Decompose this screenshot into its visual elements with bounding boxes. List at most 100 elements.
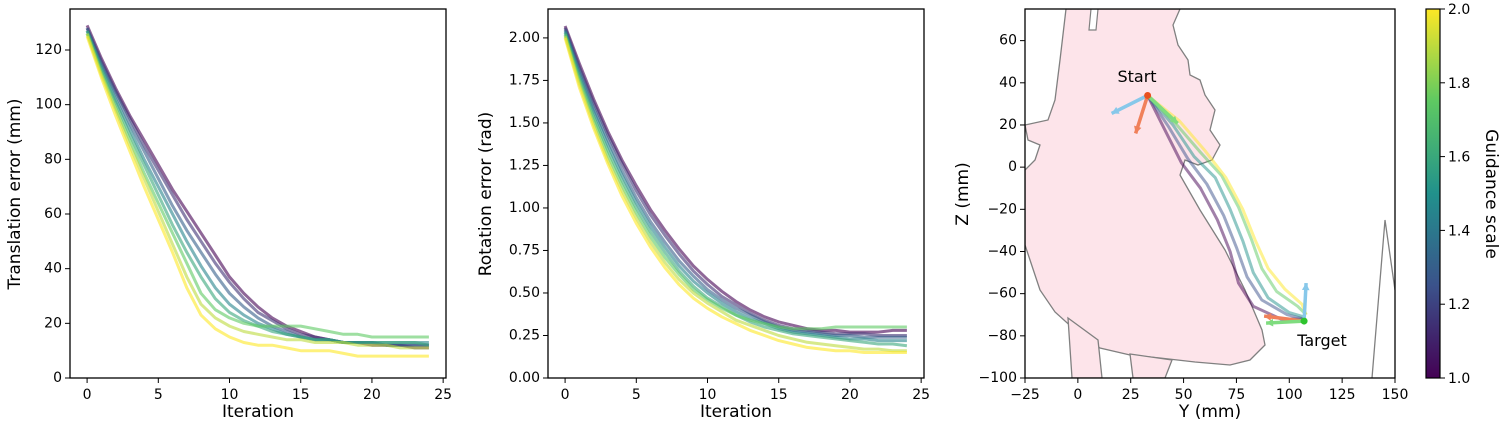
trajectory-line bbox=[1146, 94, 1305, 321]
y-tick-label: 1.00 bbox=[509, 200, 540, 216]
y-tick-label: 0 bbox=[1008, 159, 1017, 175]
x-tick-label: 10 bbox=[221, 387, 239, 403]
y-tick-label: 100 bbox=[35, 97, 62, 113]
x-axis-label-3: Y (mm) bbox=[1178, 402, 1241, 422]
y-tick-label: 0 bbox=[53, 370, 62, 386]
x-tick-label: −25 bbox=[1010, 387, 1040, 403]
y-tick-label: 0.50 bbox=[509, 285, 540, 301]
y-tick-label: −100 bbox=[979, 370, 1017, 386]
x-tick-label: 50 bbox=[1175, 387, 1193, 403]
series-line bbox=[563, 37, 907, 354]
trajectory-line bbox=[1146, 94, 1305, 321]
heart-silhouette bbox=[1025, 9, 1266, 366]
x-tick-label: 0 bbox=[561, 387, 570, 403]
y-tick-label: −40 bbox=[987, 243, 1017, 259]
y-tick-label: 80 bbox=[44, 151, 62, 167]
start-frame-arrow-blue-head bbox=[1111, 106, 1120, 114]
y-tick-label: −80 bbox=[987, 328, 1017, 344]
y-tick-label: −20 bbox=[987, 201, 1017, 217]
series-line bbox=[85, 30, 430, 347]
axes-frame bbox=[1024, 8, 1396, 379]
start-frame-arrow-orange-head bbox=[1134, 125, 1142, 134]
x-tick-label: 20 bbox=[841, 387, 859, 403]
x-axis-label-2: Iteration bbox=[700, 402, 772, 422]
y-tick-label: 120 bbox=[35, 42, 62, 58]
target-frame-arrow-green-head bbox=[1266, 318, 1274, 327]
series-line bbox=[85, 27, 429, 347]
series-line bbox=[85, 27, 429, 347]
y-tick-label: 40 bbox=[44, 261, 62, 277]
vessel-left bbox=[1067, 316, 1103, 378]
y-tick-label: 40 bbox=[999, 75, 1017, 91]
series-line bbox=[563, 25, 907, 334]
series-line bbox=[563, 28, 907, 339]
series-line bbox=[563, 27, 907, 337]
trajectory-plot: −25 0 25 50 75 100 125 150 −100 −80 −60 −40 −20 0 20 40… bbox=[979, 8, 1409, 403]
y-tick-label: 0.00 bbox=[509, 370, 540, 386]
x-tick-label: 25 bbox=[912, 387, 930, 403]
y-tick-label: 1.75 bbox=[509, 72, 540, 88]
x-tick-label: 15 bbox=[770, 387, 788, 403]
colorbar: 1.0 1.2 1.4 1.6 1.8 2.0 bbox=[1425, 2, 1470, 387]
colorbar-tick-label: 1.8 bbox=[1448, 76, 1470, 92]
body-outline-right bbox=[1371, 219, 1395, 378]
trajectory-line bbox=[1146, 94, 1308, 316]
x-tick-label: 20 bbox=[363, 387, 381, 403]
y-tick-label: 60 bbox=[999, 33, 1017, 49]
y-tick-label: 20 bbox=[999, 117, 1017, 133]
y-axis-label-3: Z (mm) bbox=[953, 162, 973, 225]
x-tick-label: 5 bbox=[632, 387, 641, 403]
target-frame-arrow-orange-head bbox=[1264, 313, 1272, 321]
start-point bbox=[1144, 91, 1152, 99]
colorbar-label: Guidance scale bbox=[1481, 129, 1501, 259]
start-frame-arrow-green-head bbox=[1169, 115, 1178, 124]
translation-error-plot: 0 5 10 15 20 25 0 20 40 60 80 100 120 bbox=[35, 8, 452, 403]
x-tick-label: 100 bbox=[1276, 387, 1303, 403]
y-axis-label-1: Translation error (mm) bbox=[5, 99, 25, 291]
start-annotation: Start bbox=[1117, 67, 1156, 86]
trajectory-line bbox=[1146, 94, 1308, 316]
x-tick-label: 25 bbox=[434, 387, 452, 403]
colorbar-tick-label: 2.0 bbox=[1448, 2, 1470, 18]
x-tick-label: 5 bbox=[154, 387, 163, 403]
colorbar-tick-label: 1.4 bbox=[1448, 223, 1470, 239]
rotation-error-plot: 0 5 10 15 20 25 0.00 0.25 0.50 0.75 1.00 1.25 1.50 1.… bbox=[509, 8, 930, 403]
x-tick-label: 125 bbox=[1329, 387, 1356, 403]
vessel-right bbox=[1129, 353, 1173, 378]
colorbar-tick-label: 1.2 bbox=[1448, 297, 1470, 313]
target-point bbox=[1300, 317, 1308, 325]
series-line bbox=[563, 35, 907, 353]
y-tick-label: 0.25 bbox=[509, 327, 540, 343]
y-tick-label: 1.50 bbox=[509, 115, 540, 131]
series-line bbox=[85, 30, 429, 344]
y-tick-label: 60 bbox=[44, 206, 62, 222]
target-frame-arrow-blue-head bbox=[1301, 283, 1310, 291]
y-tick-label: 1.25 bbox=[509, 157, 540, 173]
x-axis-label-1: Iteration bbox=[222, 402, 294, 422]
x-tick-label: 25 bbox=[1122, 387, 1140, 403]
series-line bbox=[85, 24, 429, 350]
colorbar-gradient bbox=[1425, 8, 1441, 379]
x-tick-label: 0 bbox=[83, 387, 92, 403]
series-line bbox=[563, 30, 907, 343]
axes-frame bbox=[547, 8, 925, 379]
axes-frame bbox=[69, 8, 447, 379]
y-tick-label: 0.75 bbox=[509, 242, 540, 258]
y-tick-label: −60 bbox=[987, 286, 1017, 302]
x-tick-label: 10 bbox=[699, 387, 717, 403]
x-tick-label: 150 bbox=[1382, 387, 1409, 403]
series-line bbox=[563, 32, 908, 348]
series-line bbox=[85, 33, 429, 339]
x-tick-label: 0 bbox=[1073, 387, 1082, 403]
x-tick-label: 15 bbox=[292, 387, 310, 403]
vessel-gap bbox=[1088, 9, 1099, 31]
y-tick-label: 20 bbox=[44, 315, 62, 331]
plot-area bbox=[1025, 9, 1395, 378]
series-line bbox=[85, 33, 429, 350]
series-line bbox=[85, 35, 429, 358]
trajectory-line bbox=[1146, 94, 1305, 319]
x-tick-label: 75 bbox=[1228, 387, 1246, 403]
colorbar-tick-label: 1.0 bbox=[1448, 371, 1470, 387]
y-tick-label: 2.00 bbox=[509, 30, 540, 46]
